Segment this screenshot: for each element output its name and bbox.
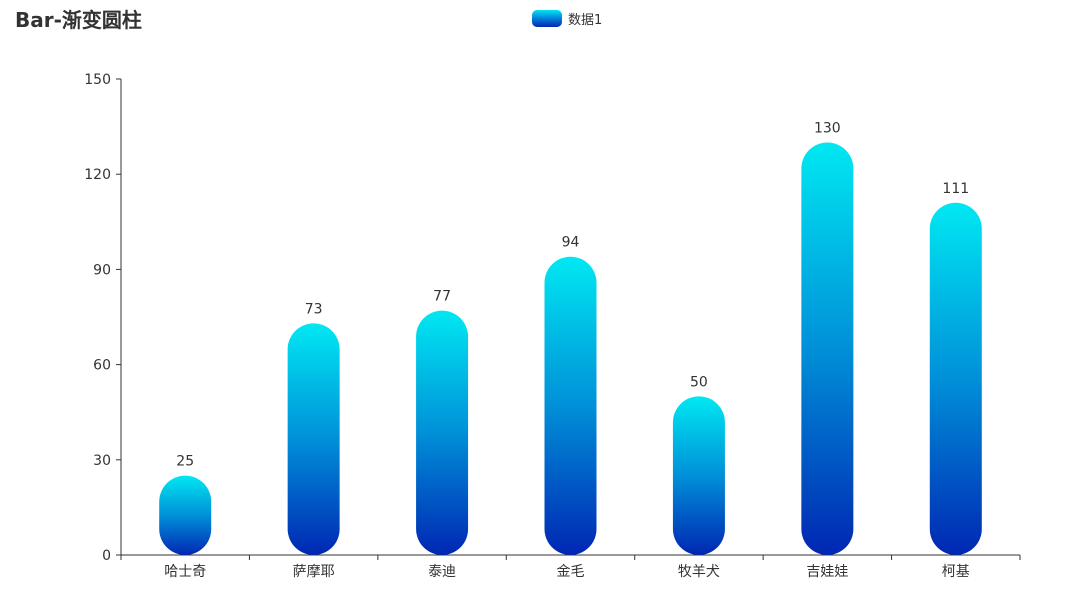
data-label: 111 [942, 181, 969, 197]
bar[interactable] [929, 202, 982, 555]
bar[interactable] [672, 396, 725, 555]
x-tick-label: 萨摩耶 [293, 563, 335, 580]
x-tick-label: 哈士奇 [164, 563, 206, 580]
bar[interactable] [287, 323, 340, 555]
x-tick-label: 金毛 [557, 564, 585, 580]
bar[interactable] [801, 142, 854, 555]
data-label: 130 [814, 120, 841, 136]
legend-swatch[interactable] [532, 10, 562, 27]
bar[interactable] [544, 256, 597, 555]
legend[interactable]: 数据1 [532, 9, 602, 28]
axes: 0 30 60 90 120 150 哈士奇 萨摩耶 泰迪 金毛 牧羊犬 吉娃娃 柯基 [84, 72, 1021, 580]
y-tick-label: 0 [102, 548, 111, 564]
x-tick-label: 吉娃娃 [806, 564, 848, 580]
y-tick-label: 90 [93, 262, 111, 278]
y-tick-label: 60 [93, 358, 111, 374]
legend-label[interactable]: 数据1 [568, 13, 603, 28]
x-tick-label: 泰迪 [428, 564, 456, 580]
data-label: 77 [433, 289, 451, 305]
bar-group [159, 142, 982, 555]
chart-title: Bar-渐变圆柱 [15, 8, 142, 32]
y-tick-label: 150 [84, 72, 111, 88]
bar[interactable] [416, 310, 469, 555]
data-label-group: 25 73 77 94 50 130 111 [176, 120, 969, 469]
x-tick-label: 柯基 [942, 563, 970, 580]
data-label: 94 [562, 235, 580, 251]
y-tick-label: 120 [84, 167, 111, 183]
x-tick-label: 牧羊犬 [678, 564, 720, 580]
data-label: 50 [690, 374, 708, 390]
bar[interactable] [159, 475, 212, 555]
data-label: 25 [176, 454, 194, 470]
y-tick-label: 30 [93, 453, 111, 469]
data-label: 73 [305, 301, 323, 317]
